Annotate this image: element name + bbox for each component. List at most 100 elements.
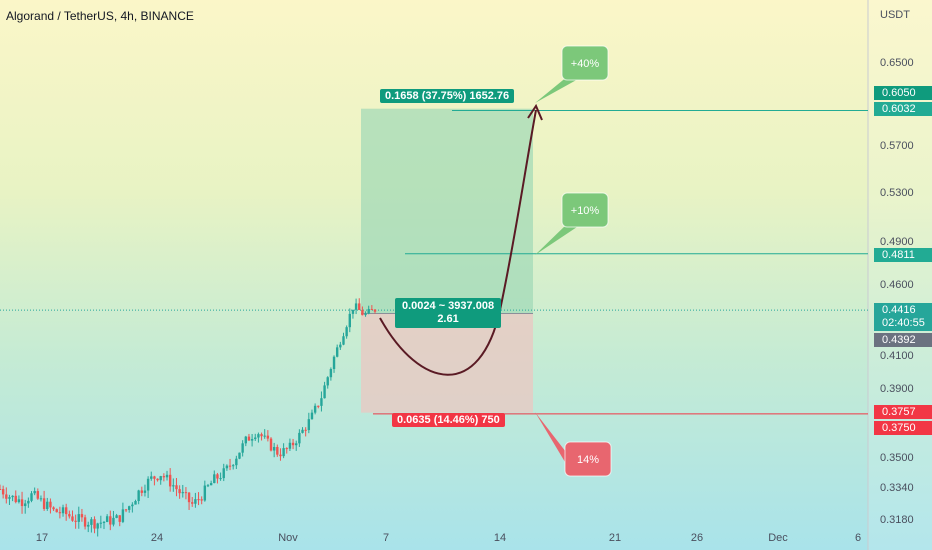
candle-body [213,474,216,484]
candle-body [329,369,333,378]
candle-body [27,500,30,504]
candle-body [30,493,33,501]
candle-body [36,491,40,499]
candle-body [317,405,320,407]
candle-body [326,377,329,386]
candle-body [285,448,288,450]
price-axis-ticks: 0.6500 0.5700 0.5300 0.4900 0.4600 0.4100 0.39… [880,57,914,526]
candle-body [335,347,339,357]
candle-body [8,497,11,499]
time-tick-label: 26 [691,532,703,544]
candle-body [345,327,348,337]
candle-body [351,309,355,314]
candle-body [20,499,24,507]
candle-body [87,524,90,527]
candle-body [58,512,62,514]
price-tick-label: 0.5700 [880,140,914,152]
price-tag-0-3757: 0.3757 [874,405,932,419]
candle-body [203,485,207,501]
callout-minus-14-text: 14% [577,454,599,466]
candle-body [55,509,58,513]
entry-label[interactable]: 0.0024 ~ 3937.008 2.61 [395,298,502,328]
target-zone [361,108,533,314]
candle-body [49,501,52,508]
price-tick-label: 0.4900 [880,236,914,248]
candle-body [342,336,345,345]
candle-body [159,476,162,481]
candle-body [102,521,106,523]
candle-body [146,478,150,491]
candle-body [288,442,292,449]
price-tick-label: 0.3900 [880,383,914,395]
candle-body [121,509,125,522]
candle-body [282,448,285,457]
candle-body [364,313,367,316]
callout-plus-40: +40% [535,45,609,103]
candle-body [131,504,134,507]
candle-body [238,452,241,459]
candle-body [17,499,21,503]
price-tag-0-6050: 0.6050 [874,86,932,100]
candle-body [46,501,49,509]
candle-body [191,502,194,504]
candle-body [77,514,80,522]
candle-body [137,490,140,502]
candle-body [219,478,222,480]
candle-body [244,436,247,444]
candle-body [373,309,377,312]
target-label[interactable]: 0.1658 (37.75%) 1652.76 [380,89,515,103]
candle-body [272,446,276,451]
time-tick-label: 17 [36,532,48,544]
candle-body [24,503,27,507]
candle-body [140,490,144,493]
price-tick-label: 0.3340 [880,482,914,494]
candle-body [323,385,326,399]
candle-body [181,492,184,494]
candle-body [304,429,307,431]
position-tool [361,108,533,413]
candle-body [172,485,175,487]
price-axis-bg [868,0,932,550]
candle-body [241,443,244,453]
candle-body [143,490,147,493]
candle-body [165,474,169,478]
candle-body [80,514,84,518]
candle-body [260,434,263,437]
candle-body [266,435,270,439]
candle-body [298,432,301,444]
time-tick-label: 21 [609,532,621,544]
candle-body [5,494,8,499]
candle-body [115,515,118,518]
candle-body [231,465,235,467]
candle-body [74,520,77,522]
candle-body [105,516,109,522]
candle-body [216,474,219,479]
stop-label[interactable]: 0.0635 (14.46%) 750 [392,413,505,427]
candle-body [254,437,257,440]
candles [0,298,377,537]
candle-body [42,498,46,509]
callout-plus-10-tail [535,223,580,255]
candle-body [52,507,55,510]
currency-label: USDT [880,9,910,21]
candle-body [367,309,370,314]
candle-body [99,522,103,524]
candle-body [200,499,203,501]
candle-body [348,313,351,328]
candle-body [279,454,282,457]
time-tick-label: 24 [151,532,163,544]
chart-title: Algorand / TetherUS, 4h, BINANCE [6,9,194,23]
time-axis-ticks: 17 24 Nov 7 14 21 26 Dec 6 [36,532,861,544]
candle-body [178,489,181,494]
candle-body [83,517,87,527]
candle-body [112,517,115,525]
candle-body [339,344,342,348]
callout-minus-14-box [564,441,612,477]
candle-body [235,458,238,466]
arrow-head [527,103,543,121]
candle-body [247,436,251,441]
candle-body [320,398,323,406]
candle-body [225,465,229,469]
